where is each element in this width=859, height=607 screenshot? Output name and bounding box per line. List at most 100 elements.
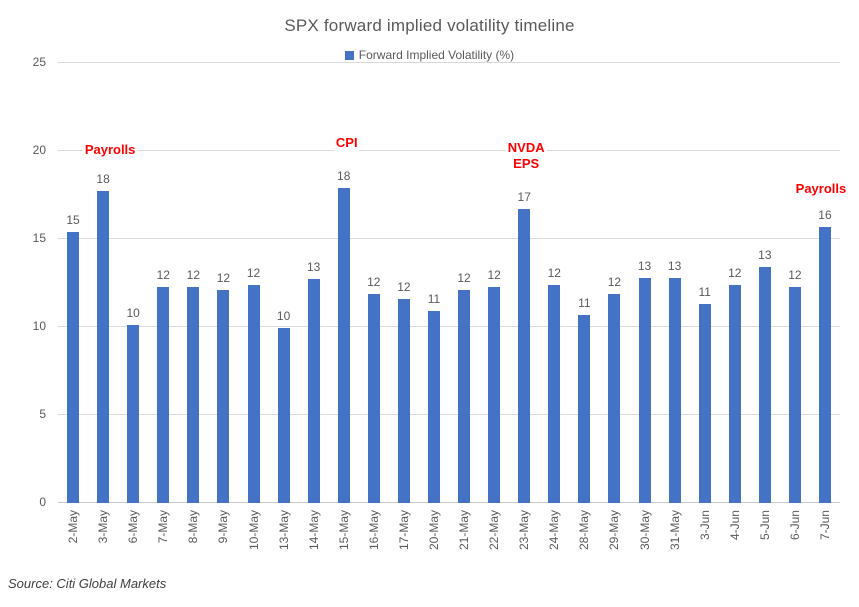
bar-value-label: 11 bbox=[698, 285, 711, 300]
bar-slot: 12 bbox=[780, 63, 810, 503]
x-label-slot: 6-Jun bbox=[780, 510, 810, 572]
bar-slot: 13 bbox=[660, 63, 690, 503]
bar bbox=[187, 286, 200, 503]
x-label-slot: 7-May bbox=[148, 510, 178, 572]
x-label-slot: 20-May bbox=[419, 510, 449, 572]
x-label-slot: 31-May bbox=[660, 510, 690, 572]
y-tick-label: 20 bbox=[32, 143, 46, 157]
x-label-slot: 3-May bbox=[88, 510, 118, 572]
x-label-slot: 14-May bbox=[299, 510, 329, 572]
x-tick-label: 21-May bbox=[457, 510, 472, 551]
bar-slot: 12 bbox=[148, 63, 178, 503]
bar-value-label: 18 bbox=[337, 168, 351, 183]
x-tick-label: 6-May bbox=[126, 510, 141, 544]
x-tick-label: 31-May bbox=[667, 510, 682, 551]
x-tick-label: 8-May bbox=[186, 510, 201, 544]
bar-value-label: 11 bbox=[427, 292, 441, 307]
x-label-slot: 6-May bbox=[118, 510, 148, 572]
bar bbox=[458, 290, 471, 503]
bar-slot: 12 bbox=[720, 63, 750, 503]
bar bbox=[397, 298, 410, 503]
x-tick-label: 20-May bbox=[426, 510, 441, 551]
x-tick-label: 5-Jun bbox=[757, 510, 772, 541]
bar bbox=[307, 279, 320, 503]
x-label-slot: 5-Jun bbox=[750, 510, 780, 572]
bar-value-label: 12 bbox=[788, 267, 802, 282]
bar bbox=[728, 284, 741, 503]
legend: Forward Implied Volatility (%) bbox=[0, 48, 859, 62]
gridline bbox=[58, 414, 840, 415]
x-label-slot: 22-May bbox=[479, 510, 509, 572]
chart-title: SPX forward implied volatility timeline bbox=[284, 16, 575, 35]
bar bbox=[277, 327, 290, 503]
x-tick-label: 7-Jun bbox=[817, 510, 832, 541]
x-tick-label: 6-Jun bbox=[787, 510, 802, 541]
bar-slot: 12 bbox=[479, 63, 509, 503]
x-label-slot: 7-Jun bbox=[810, 510, 840, 572]
bar-value-label: 12 bbox=[246, 265, 261, 280]
event-annotation: NVDA EPS bbox=[505, 140, 547, 173]
x-tick-label: 13-May bbox=[276, 510, 291, 551]
bar bbox=[157, 286, 170, 503]
bar-slot: 12 bbox=[449, 63, 479, 503]
bar bbox=[247, 284, 260, 503]
x-label-slot: 30-May bbox=[629, 510, 659, 572]
bar-value-label: 13 bbox=[758, 248, 772, 263]
bar-slot: 12 bbox=[359, 63, 389, 503]
x-tick-label: 4-Jun bbox=[727, 510, 742, 541]
bar-value-label: 16 bbox=[818, 207, 832, 222]
x-tick-label: 7-May bbox=[156, 510, 171, 544]
x-tick-label: 23-May bbox=[517, 510, 532, 551]
bar bbox=[488, 286, 501, 503]
bar-slot: 13 bbox=[629, 63, 659, 503]
bar bbox=[578, 314, 591, 503]
x-axis-line bbox=[58, 502, 840, 503]
x-label-slot: 3-Jun bbox=[690, 510, 720, 572]
bar bbox=[127, 325, 140, 503]
x-tick-label: 14-May bbox=[306, 510, 321, 551]
bar-value-label: 12 bbox=[728, 265, 742, 280]
x-tick-label: 2-May bbox=[66, 510, 81, 544]
bars-container: 15 18 10 12 12 12 12 10 13 18 12 12 11 12 12 17 12 11 12 13… bbox=[58, 63, 840, 503]
x-label-slot: 15-May bbox=[329, 510, 359, 572]
bar-value-label: 10 bbox=[126, 306, 140, 321]
bar-slot: 13 bbox=[750, 63, 780, 503]
event-annotation: Payrolls bbox=[82, 142, 138, 159]
x-label-slot: 23-May bbox=[509, 510, 539, 572]
bar bbox=[638, 277, 651, 503]
bar-value-label: 12 bbox=[457, 271, 471, 286]
x-tick-label: 30-May bbox=[637, 510, 652, 551]
bar bbox=[67, 231, 80, 503]
bar bbox=[427, 311, 440, 503]
bar-value-label: 17 bbox=[517, 190, 531, 205]
bar-slot: 12 bbox=[599, 63, 629, 503]
x-label-slot: 2-May bbox=[58, 510, 88, 572]
y-tick-label: 25 bbox=[32, 55, 46, 69]
x-tick-label: 3-Jun bbox=[697, 510, 712, 541]
bar-value-label: 15 bbox=[66, 212, 80, 227]
bar-slot: 18 bbox=[329, 63, 359, 503]
event-annotation: CPI bbox=[333, 135, 360, 151]
bar-value-label: 12 bbox=[156, 267, 170, 282]
bar-value-label: 13 bbox=[306, 260, 321, 275]
bar-value-label: 12 bbox=[547, 265, 561, 280]
bar-value-label: 12 bbox=[607, 274, 622, 289]
bar-slot: 10 bbox=[118, 63, 148, 503]
bar-slot: 11 bbox=[569, 63, 599, 503]
x-label-slot: 21-May bbox=[449, 510, 479, 572]
bar-slot: 12 bbox=[389, 63, 419, 503]
plot-area: 15 18 10 12 12 12 12 10 13 18 12 12 11 12 12 17 12 11 12 13… bbox=[58, 62, 849, 503]
bar bbox=[788, 286, 801, 503]
x-tick-label: 24-May bbox=[547, 510, 562, 551]
bar bbox=[548, 284, 561, 503]
bar-value-label: 12 bbox=[367, 274, 381, 289]
bar-slot: 16 bbox=[810, 63, 840, 503]
legend-label: Forward Implied Volatility (%) bbox=[358, 48, 515, 62]
x-tick-label: 17-May bbox=[396, 510, 411, 551]
x-label-slot: 29-May bbox=[599, 510, 629, 572]
bar-slot: 12 bbox=[178, 63, 208, 503]
bar-value-label: 12 bbox=[186, 267, 201, 282]
bar bbox=[97, 191, 110, 503]
bar-value-label: 12 bbox=[397, 279, 411, 294]
